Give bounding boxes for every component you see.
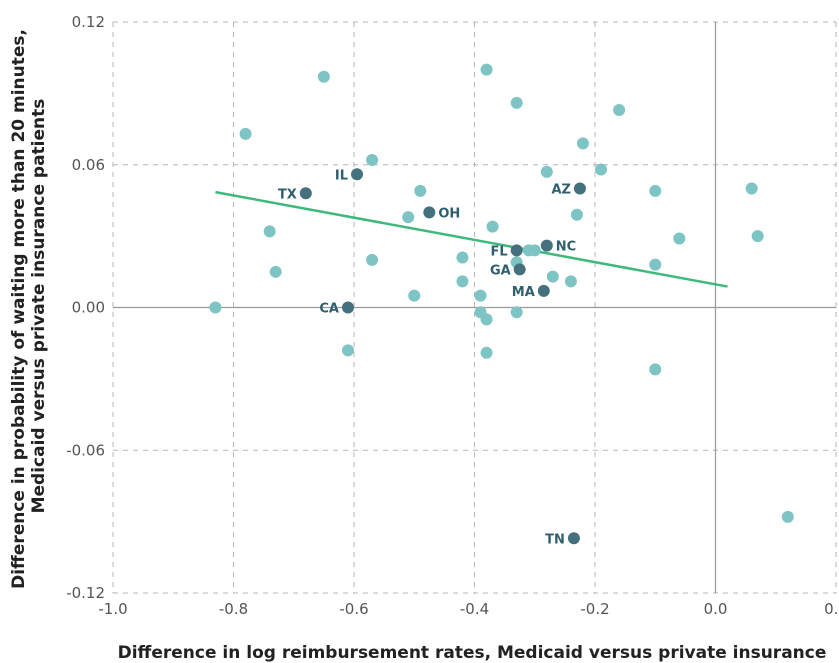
- y-tick-label: 0.12: [72, 13, 105, 31]
- data-point: [528, 244, 541, 257]
- state-label: IL: [335, 168, 348, 183]
- data-point: [480, 313, 493, 326]
- data-point: [781, 510, 794, 523]
- data-point: [649, 258, 662, 271]
- points-layer: [209, 63, 794, 545]
- y-tick-label: -0.12: [66, 584, 105, 602]
- data-point: [402, 211, 415, 224]
- data-point: [317, 70, 330, 83]
- data-point: [595, 163, 608, 176]
- state-label: AZ: [551, 183, 571, 198]
- state-point: [299, 187, 312, 200]
- x-tick-label: -0.2: [580, 600, 609, 618]
- x-tick-label: 0.2: [824, 600, 839, 618]
- data-point: [673, 232, 686, 245]
- state-label: TN: [545, 532, 565, 547]
- state-label: GA: [490, 263, 511, 278]
- y-axis-title-line-2: Medicaid versus private insurance patien…: [29, 99, 49, 514]
- data-point: [408, 289, 421, 302]
- y-tick-label: 0.00: [72, 299, 105, 317]
- state-point: [423, 206, 436, 219]
- x-tick-label: -0.6: [339, 600, 368, 618]
- state-label: MA: [512, 285, 535, 300]
- data-point: [209, 301, 222, 314]
- x-axis-title: Difference in log reimbursement rates, M…: [118, 643, 827, 663]
- data-point: [456, 251, 469, 264]
- y-tick-label: -0.06: [66, 441, 105, 459]
- data-point: [751, 230, 764, 243]
- x-tick-label: -1.0: [98, 600, 127, 618]
- state-label: NC: [556, 240, 576, 255]
- data-point: [510, 96, 523, 109]
- state-point: [540, 239, 553, 252]
- data-point: [564, 275, 577, 288]
- data-point: [745, 182, 758, 195]
- x-tick-label: -0.4: [460, 600, 489, 618]
- data-point: [474, 289, 487, 302]
- data-point: [480, 63, 493, 76]
- state-point: [567, 532, 580, 545]
- data-point: [649, 363, 662, 376]
- state-point: [510, 244, 523, 257]
- data-point: [546, 270, 559, 283]
- data-point: [613, 104, 626, 117]
- data-point: [649, 184, 662, 197]
- y-tick-label: 0.06: [72, 156, 105, 174]
- x-tick-label: 0.0: [704, 600, 728, 618]
- data-point: [486, 220, 499, 233]
- state-label: FL: [491, 244, 508, 259]
- data-point: [540, 165, 553, 178]
- data-point: [239, 127, 252, 140]
- state-point: [351, 168, 364, 181]
- y-axis-title: Difference in probability of waiting mor…: [9, 23, 49, 589]
- data-point: [456, 275, 469, 288]
- state-point: [341, 301, 354, 314]
- data-point: [341, 344, 354, 357]
- state-label: CA: [319, 302, 339, 317]
- data-point: [366, 253, 379, 266]
- state-point: [513, 263, 526, 276]
- state-label: OH: [438, 206, 460, 221]
- data-point: [576, 137, 589, 150]
- data-point: [269, 265, 282, 278]
- data-point: [480, 346, 493, 359]
- state-point: [537, 284, 550, 297]
- x-tick-label: -0.8: [219, 600, 248, 618]
- data-point: [510, 306, 523, 319]
- state-point: [573, 182, 586, 195]
- axes: [113, 22, 836, 593]
- fit-line-layer: [215, 190, 728, 288]
- fit-line: [215, 190, 728, 288]
- y-axis-title-line-1: Difference in probability of waiting mor…: [9, 29, 29, 589]
- state-label: TX: [278, 187, 297, 202]
- data-point: [414, 184, 427, 197]
- tick-labels: -1.0 -0.8 -0.6 -0.4 -0.2 0.0 0.2 0.12 0.06 0.00 -0…: [66, 13, 839, 618]
- data-point: [366, 153, 379, 166]
- data-point: [570, 208, 583, 221]
- data-point: [263, 225, 276, 238]
